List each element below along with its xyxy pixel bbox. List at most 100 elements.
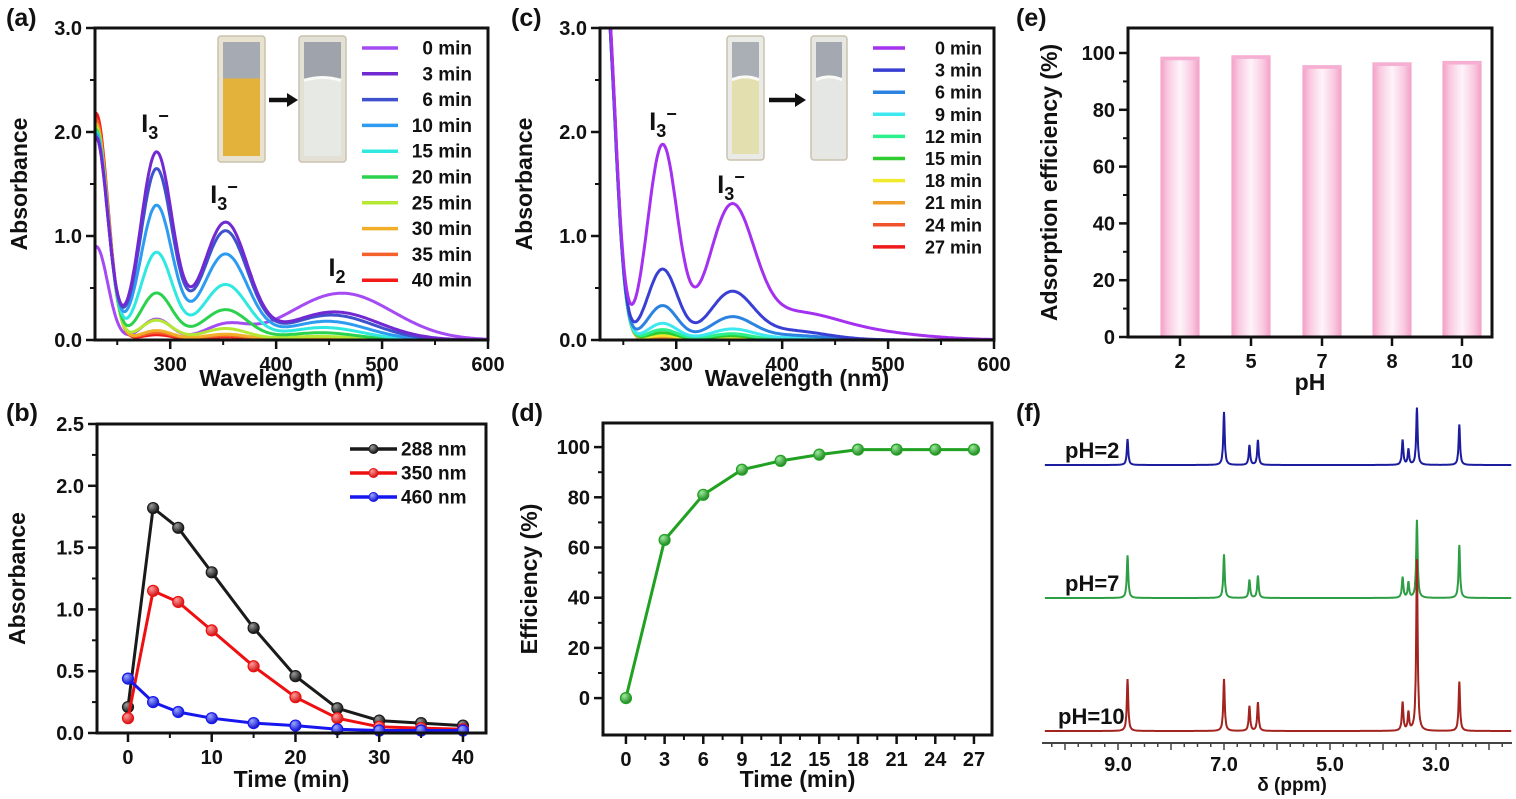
svg-text:60: 60 [568, 537, 590, 559]
b-legend: 288 nm 350 nm 460 nm [350, 440, 466, 509]
uvvis-spectra-chart-a: 300 400 500 600 0.0 1.0 2.0 3.0 Wavelength (nm) A… [6, 18, 505, 391]
svg-text:100: 100 [557, 437, 590, 459]
kinetics-chart-b: 0 10 20 30 40 0.0 0.5 1.0 1.5 2.0 2.5 Time (min) Abs… [4, 414, 488, 792]
svg-text:0.0: 0.0 [56, 723, 84, 745]
svg-text:40: 40 [452, 747, 474, 769]
c-series-21min [608, 28, 994, 340]
a-series-3min [95, 135, 488, 340]
svg-text:3.0: 3.0 [1422, 754, 1450, 776]
svg-text:7.0: 7.0 [1210, 754, 1238, 776]
svg-text:100: 100 [1082, 43, 1115, 65]
svg-text:I3−: I3− [141, 106, 168, 143]
svg-text:288 nm: 288 nm [401, 440, 466, 461]
svg-text:0.0: 0.0 [54, 330, 82, 352]
svg-text:2.0: 2.0 [54, 122, 82, 144]
c-series-0min [609, 28, 994, 340]
svg-text:6: 6 [698, 749, 709, 771]
svg-text:2.0: 2.0 [559, 122, 587, 144]
svg-text:21: 21 [885, 749, 907, 771]
e-bar-pH-2 [1160, 56, 1200, 338]
svg-text:9: 9 [736, 749, 747, 771]
svg-text:pH: pH [1295, 369, 1326, 395]
svg-text:20: 20 [284, 747, 306, 769]
svg-text:Efficiency (%): Efficiency (%) [516, 504, 542, 655]
b-series-350nm [126, 588, 464, 731]
e-bar-pH-7 [1302, 65, 1342, 338]
svg-text:60: 60 [1093, 157, 1115, 179]
svg-text:I3−: I3− [649, 104, 676, 141]
svg-text:0: 0 [620, 749, 631, 771]
svg-text:3: 3 [659, 749, 670, 771]
svg-text:3 min: 3 min [935, 61, 982, 81]
svg-text:Adsorption efficiency (%): Adsorption efficiency (%) [1036, 44, 1062, 321]
svg-text:24 min: 24 min [925, 215, 982, 235]
svg-text:40: 40 [568, 588, 590, 610]
svg-text:Wavelength (nm): Wavelength (nm) [199, 365, 383, 391]
svg-text:12 min: 12 min [925, 127, 982, 147]
a-axes: 300 400 500 600 0.0 1.0 2.0 3.0 Wavelength (nm) A… [6, 18, 505, 391]
svg-text:500: 500 [871, 354, 904, 376]
efficiency-chart-d: 0 3 6 9 12 15 18 21 24 27 0 20 40 60 80 100 Time (min) Ef… [516, 421, 994, 792]
svg-text:9.0: 9.0 [1104, 754, 1132, 776]
f-axis: 9.0 7.0 5.0 3.0 δ (ppm) [1042, 742, 1512, 796]
svg-text:18 min: 18 min [925, 171, 982, 191]
svg-text:300: 300 [660, 354, 693, 376]
svg-text:460 nm: 460 nm [401, 488, 466, 509]
svg-text:24: 24 [924, 749, 947, 771]
svg-text:8: 8 [1386, 351, 1397, 373]
svg-text:1.0: 1.0 [559, 226, 587, 248]
svg-text:25 min: 25 min [412, 193, 472, 214]
svg-text:2: 2 [1174, 351, 1185, 373]
svg-text:30 min: 30 min [412, 219, 472, 240]
svg-text:15 min: 15 min [925, 149, 982, 169]
svg-text:δ (ppm): δ (ppm) [1257, 775, 1327, 796]
svg-text:10: 10 [1451, 351, 1473, 373]
c-annotations: I3− I3− [649, 104, 744, 204]
c-series-3min [608, 28, 994, 340]
svg-text:35 min: 35 min [412, 245, 472, 266]
f-trace-pH-2 [1044, 407, 1512, 466]
panel-a-label: (a) [6, 4, 37, 32]
e-bar-pH-8 [1372, 62, 1412, 338]
f-trace-pH-10 [1044, 559, 1512, 732]
c-series-18min [608, 28, 994, 340]
svg-text:Absorbance: Absorbance [4, 512, 30, 645]
svg-text:20: 20 [1093, 270, 1115, 292]
panel-b: (b) 0 10 20 30 40 0.0 0.5 1.0 1.5 2.0 2.5 Time (min… [0, 395, 505, 799]
svg-text:400: 400 [259, 354, 292, 376]
svg-text:27: 27 [963, 749, 985, 771]
svg-text:600: 600 [471, 354, 504, 376]
svg-text:15: 15 [808, 749, 830, 771]
svg-text:80: 80 [568, 487, 590, 509]
e-bar-pH-10 [1442, 60, 1482, 338]
svg-text:Absorbance: Absorbance [511, 118, 537, 251]
svg-text:pH=10: pH=10 [1058, 704, 1125, 729]
svg-text:0.0: 0.0 [559, 330, 587, 352]
svg-text:40: 40 [1093, 213, 1115, 235]
svg-text:600: 600 [977, 354, 1010, 376]
e-bars [1160, 55, 1482, 338]
svg-text:I3−: I3− [210, 177, 237, 214]
nmr-spectra-chart-f: pH=2 pH=7 pH=10 9.0 7.0 5.0 3.0 δ (ppm) [1042, 407, 1512, 796]
panel-c-label: (c) [511, 4, 542, 32]
svg-text:Absorbance: Absorbance [6, 118, 32, 251]
d-curves [619, 443, 981, 705]
b-curves [121, 501, 470, 737]
a-series-25min [95, 125, 488, 340]
svg-text:6 min: 6 min [935, 83, 982, 103]
svg-text:1.0: 1.0 [54, 226, 82, 248]
svg-text:1.5: 1.5 [56, 538, 84, 560]
svg-text:6 min: 6 min [422, 90, 472, 111]
a-cuvette-inset [217, 35, 347, 163]
svg-text:27 min: 27 min [925, 237, 982, 257]
svg-text:0 min: 0 min [422, 39, 472, 60]
svg-text:40 min: 40 min [412, 271, 472, 292]
svg-text:pH=2: pH=2 [1065, 438, 1119, 463]
svg-text:0: 0 [579, 688, 590, 710]
svg-text:10: 10 [201, 747, 223, 769]
panel-d: (d) 0 3 6 9 12 15 18 21 24 27 0 20 40 60 80 100 Time (mi… [505, 395, 1010, 799]
